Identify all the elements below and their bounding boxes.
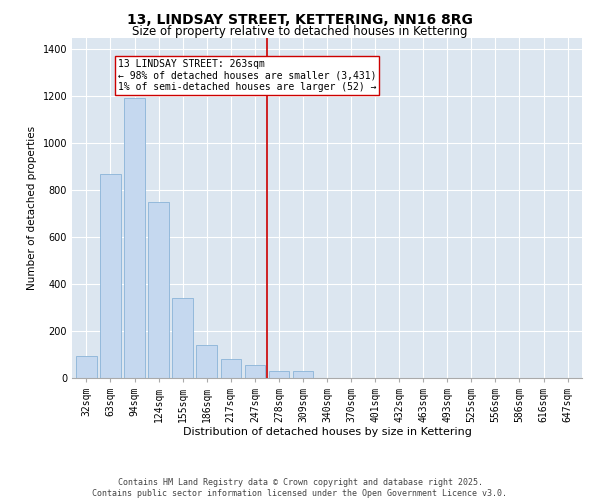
Bar (76, 356, 97, 378)
Bar (124, 98, 145, 378)
Text: Contains HM Land Registry data © Crown copyright and database right 2025.
Contai: Contains HM Land Registry data © Crown c… (92, 478, 508, 498)
Bar (100, 174, 121, 378)
Text: 13 LINDSAY STREET: 263sqm
← 98% of detached houses are smaller (3,431)
1% of sem: 13 LINDSAY STREET: 263sqm ← 98% of detac… (118, 58, 376, 92)
Bar (245, 366, 265, 378)
Bar (221, 358, 241, 378)
Bar (293, 371, 313, 378)
Bar (172, 298, 193, 378)
Y-axis label: Number of detached properties: Number of detached properties (27, 126, 37, 290)
Bar (196, 344, 217, 378)
Bar (269, 371, 289, 378)
Bar (148, 202, 169, 378)
Text: 13, LINDSAY STREET, KETTERING, NN16 8RG: 13, LINDSAY STREET, KETTERING, NN16 8RG (127, 12, 473, 26)
X-axis label: Distribution of detached houses by size in Kettering: Distribution of detached houses by size … (182, 428, 472, 438)
Text: Size of property relative to detached houses in Kettering: Size of property relative to detached ho… (132, 25, 468, 38)
